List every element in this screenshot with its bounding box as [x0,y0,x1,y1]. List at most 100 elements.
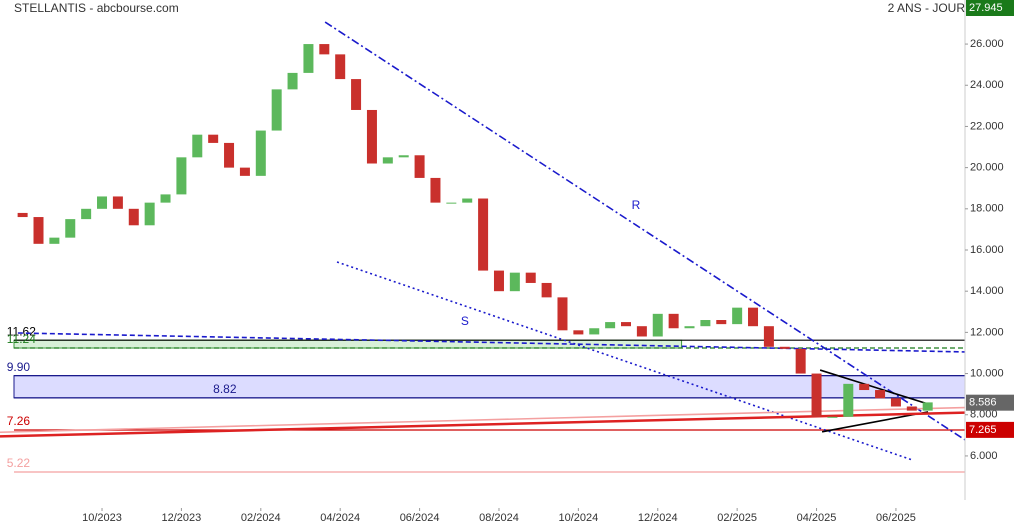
candle-body [763,326,774,347]
chart-subtitle: 2 ANS - JOUR [888,1,966,15]
x-tick-label: 10/2023 [82,512,122,524]
annotation: R [632,198,641,212]
candle-body [462,198,473,203]
candle-body [144,202,155,226]
candle-body [17,212,28,218]
candle-body [652,313,663,337]
candle-body [335,54,346,80]
candle-body [843,383,854,417]
y-tick-label: 26.000 [970,38,1004,50]
candle-body [398,155,409,158]
trend-line [819,369,929,405]
y-tick-label: 12.000 [970,326,1004,338]
candle-body [700,320,711,327]
candle-body [192,134,203,158]
x-tick-label: 08/2024 [479,512,519,524]
candle-body [890,398,901,407]
candle-body [319,44,330,55]
candle-body [351,79,362,110]
price-tag-label: 7.265 [969,424,997,436]
y-tick-label: 14.000 [970,285,1004,297]
y-tick-label: 20.000 [970,162,1004,174]
candle-body [382,157,393,164]
candle-body [478,198,489,271]
candle-body [875,390,886,399]
candle-body [255,130,266,176]
x-tick-label: 12/2023 [162,512,202,524]
candle-body [33,217,44,244]
trend-line [0,406,966,434]
x-tick-label: 04/2025 [797,512,837,524]
y-tick-label: 16.000 [970,244,1004,256]
x-tick-label: 06/2025 [876,512,916,524]
x-tick-label: 04/2024 [320,512,360,524]
level-label: 11.62 [7,324,36,338]
candle-body [239,167,250,176]
candle-body [271,89,282,131]
candle-body [128,208,139,226]
candle-body [541,282,552,298]
y-tick-label: 18.000 [970,203,1004,215]
x-tick-label: 10/2024 [558,512,598,524]
candle-body [605,322,616,329]
candle-body [906,406,917,411]
candle-body [620,322,631,327]
candle-body [97,196,108,209]
candle-body [430,177,441,203]
price-tag-label: 8.586 [969,397,997,409]
trend-line [324,21,966,441]
candle-body [224,142,235,168]
candle-body [922,402,933,411]
trend-line [17,332,966,353]
y-tick-label: 24.000 [970,79,1004,91]
candle-body [557,297,568,331]
level-label: 9.90 [7,360,31,374]
y-tick-label: 10.000 [970,367,1004,379]
candle-body [446,202,457,204]
trend-line [0,411,966,438]
annotation: S [461,314,469,328]
candle-body [208,134,219,143]
candle-body [716,320,727,325]
candle-body [859,383,870,391]
candle-body [493,270,504,292]
price-tag [966,394,1014,411]
candle-body [525,272,536,283]
x-tick-label: 06/2024 [400,512,440,524]
candle-body [287,72,298,90]
candle-body [811,373,822,417]
candle-body [732,307,743,325]
level-label: 11.24 [7,332,36,346]
price-tag [966,421,1014,438]
x-tick-label: 02/2024 [241,512,281,524]
zone [13,375,966,399]
level-label: 7.26 [7,414,31,428]
candle-body [303,44,314,73]
candle-body [795,348,806,374]
y-tick-label: 8.000 [970,409,998,421]
candle-body [160,194,171,203]
candle-body [779,346,790,349]
y-tick-label: 6.000 [970,450,998,462]
price-tag [966,0,1014,16]
x-tick-label: 12/2024 [638,512,678,524]
candle-body [509,272,520,292]
candle-body [684,326,695,329]
candle-body [827,416,838,418]
candle-body [573,330,584,335]
y-tick-label: 22.000 [970,120,1004,132]
candle-body [49,237,60,244]
chart-title: STELLANTIS - abcbourse.com [14,1,179,15]
candle-body [176,157,187,195]
price-tag-label: 27.945 [969,2,1003,14]
candle-body [589,328,600,335]
candle-body [112,196,123,209]
candle-body [748,307,759,327]
candle-body [65,219,76,238]
candle-body [414,155,425,178]
level-label: 5.22 [7,456,31,470]
candle-body [668,313,679,329]
trend-line [336,261,913,461]
candle-body [366,109,377,164]
